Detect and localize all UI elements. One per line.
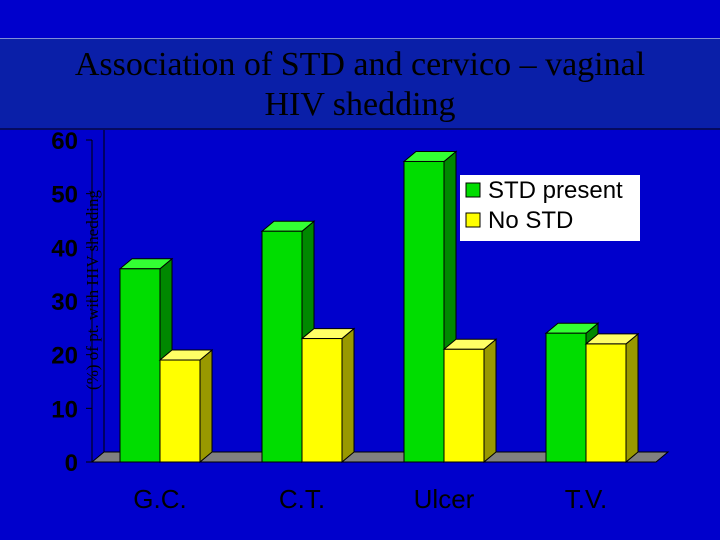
legend-swatch-std-present <box>465 182 481 198</box>
bar-std-present-gc <box>119 268 161 463</box>
bar-no-std-ct-side <box>341 327 355 464</box>
x-category-label: T.V. <box>565 484 607 514</box>
y-tick-label: 0 <box>65 450 78 477</box>
bar-no-std-ulcer-side <box>483 338 497 464</box>
bar-std-present-ulcer <box>403 160 445 463</box>
chart-title-line1: Association of STD and cervico – vaginal <box>74 46 646 83</box>
bar-no-std-tv <box>585 343 627 463</box>
y-tick-label: 30 <box>51 289 78 316</box>
bar-no-std-gc-side <box>199 348 213 464</box>
legend-box <box>460 175 640 241</box>
x-category-label: C.T. <box>279 484 325 514</box>
legend-label-std-present: STD present <box>488 177 623 204</box>
bar-no-std-gc <box>159 359 201 463</box>
x-category-label: Ulcer <box>414 484 475 514</box>
x-category-label: G.C. <box>133 484 186 514</box>
y-tick-label: 60 <box>51 128 78 155</box>
bar-no-std-tv-side <box>625 332 639 464</box>
bar-no-std-ct <box>301 338 343 463</box>
bar-no-std-ulcer <box>443 348 485 463</box>
y-tick-label: 20 <box>51 343 78 370</box>
chart-title: Association of STD and cervico – vaginal… <box>0 38 720 130</box>
legend-swatch-no-std <box>465 212 481 228</box>
y-tick-label: 50 <box>51 182 78 209</box>
y-tick-label: 10 <box>51 396 78 423</box>
y-axis-label: (%) of pt. with HIV shedding <box>83 190 102 390</box>
legend-label-no-std: No STD <box>488 207 573 234</box>
bar-std-present-tv <box>545 332 587 463</box>
bar-std-present-ct <box>261 230 303 463</box>
y-tick-label: 40 <box>51 235 78 262</box>
chart-title-line2: HIV shedding <box>264 86 456 123</box>
